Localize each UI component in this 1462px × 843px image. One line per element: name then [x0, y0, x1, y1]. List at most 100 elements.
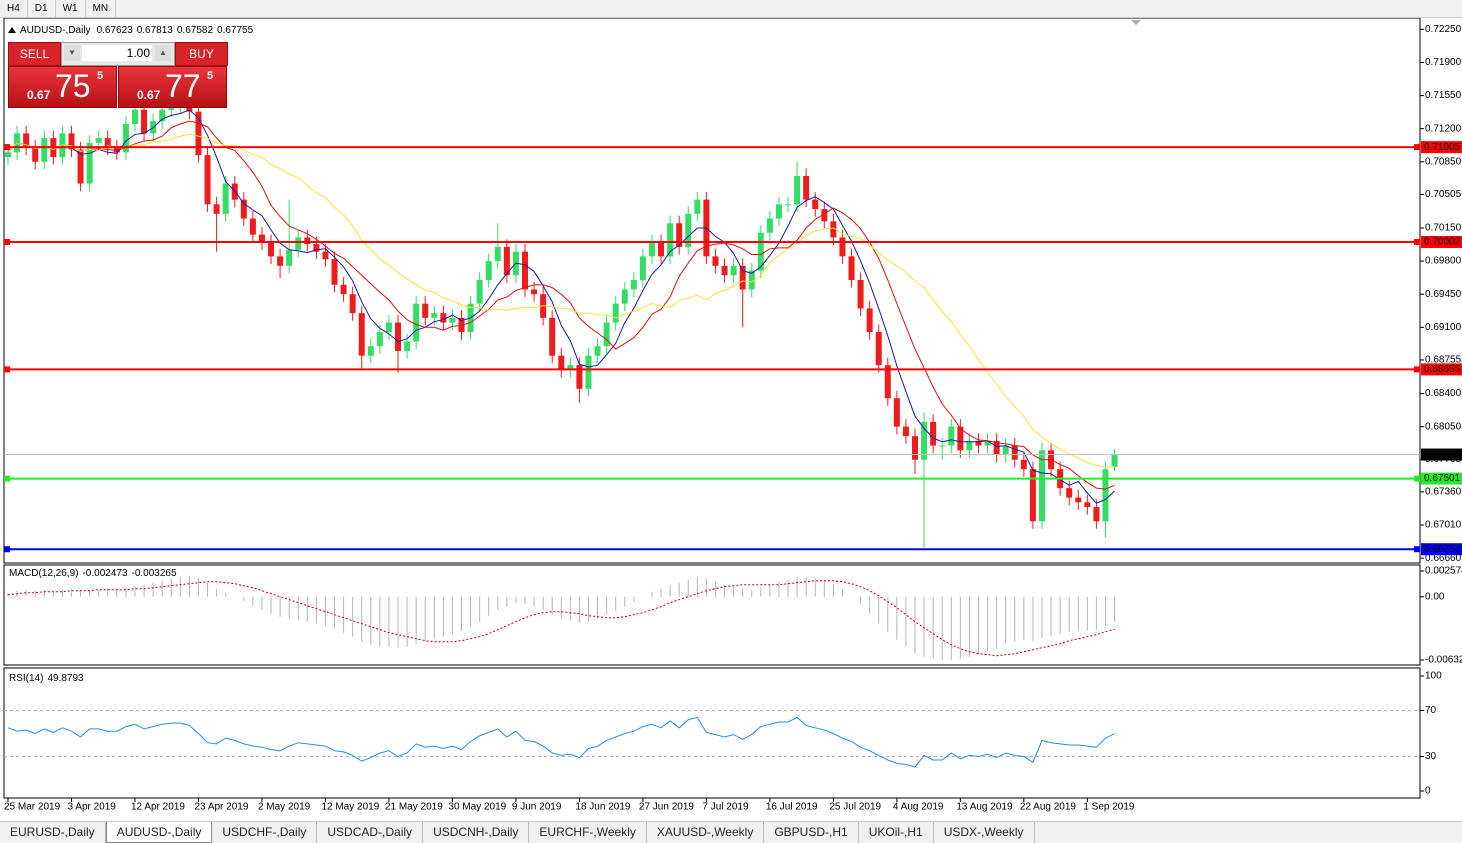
level-label-box — [1421, 141, 1462, 154]
candle-body — [23, 133, 30, 148]
chart-tabs: EURUSD-,Daily AUDUSD-,Daily USDCHF-,Daily U… — [0, 821, 1462, 843]
level-label: 0.71005 — [1424, 142, 1461, 153]
y-tick-label: 0.002574 — [1425, 566, 1462, 577]
y-tick-label: 0.69800 — [1425, 256, 1462, 267]
level-handle — [1414, 546, 1420, 553]
candle-body — [621, 289, 628, 304]
candle-body — [1093, 507, 1100, 522]
candle-body — [286, 249, 293, 266]
rsi-panel — [3, 667, 1421, 799]
candle-body — [503, 246, 510, 276]
x-tick-label: 16 Jul 2019 — [766, 802, 818, 813]
level-label-box — [1421, 543, 1462, 556]
collapse-icon[interactable] — [8, 27, 16, 33]
chart-tab[interactable]: USDCHF-,Daily — [212, 822, 318, 843]
candle-body — [893, 398, 900, 427]
macd-header: MACD(12,26,9) -0.002473 -0.003265 — [9, 568, 177, 579]
candle-body — [594, 346, 601, 356]
candle-body — [494, 246, 501, 262]
close: 0.67755 — [217, 25, 254, 36]
main-panel — [3, 17, 1421, 564]
candle-body — [77, 149, 84, 184]
volume-down[interactable]: ▼ — [64, 45, 80, 61]
moving-average — [7, 109, 1115, 504]
timeframe-button[interactable]: MN — [86, 0, 117, 17]
candle-body — [612, 303, 619, 323]
bid-price[interactable]: 0.67 75 5 — [8, 66, 117, 108]
chart-tab[interactable]: EURUSD-,Daily — [0, 822, 106, 843]
candle-body — [1002, 445, 1009, 456]
y-tick-label: -0.006326 — [1425, 655, 1462, 666]
sell-button[interactable]: SELL — [8, 42, 61, 66]
candle-body — [739, 265, 746, 290]
candle-body — [748, 270, 755, 290]
x-tick-label: 7 Jul 2019 — [702, 802, 749, 813]
moving-average — [7, 120, 1115, 490]
chart-tab[interactable]: USDCNH-,Daily — [423, 822, 530, 843]
candle-body — [313, 244, 320, 252]
x-tick-label: 2 May 2019 — [258, 802, 311, 813]
timeframe-button[interactable]: W1 — [56, 0, 86, 17]
candle-body — [367, 346, 374, 356]
candle-body — [413, 303, 420, 342]
y-tick-label: 0.71550 — [1425, 90, 1462, 101]
symbol: AUDUSD-,Daily — [20, 25, 91, 36]
chart-tab[interactable]: GBPUSD-,H1 — [764, 822, 859, 843]
candle-body — [376, 332, 383, 347]
candle-body — [440, 313, 447, 323]
candle-body — [794, 175, 801, 205]
chart-tab[interactable]: XAUUSD-,Weekly — [647, 822, 765, 843]
chart-tab[interactable]: USDX-,Weekly — [934, 822, 1035, 843]
timeframe-button[interactable]: D1 — [28, 0, 56, 17]
symbol-header: AUDUSD-,Daily 0.67623 0.67813 0.67582 0.6775… — [20, 25, 254, 36]
candle-body — [812, 199, 819, 210]
candle-body — [948, 426, 955, 446]
timeframe-button[interactable]: H4 — [0, 0, 28, 17]
candle-body — [730, 265, 737, 276]
candle-body — [803, 175, 810, 200]
y-tick-label: 0.70150 — [1425, 223, 1462, 234]
x-tick-label: 30 May 2019 — [448, 802, 506, 813]
level-label-box — [1421, 235, 1462, 248]
y-tick-label: 0.71900 — [1425, 57, 1462, 68]
candle-body — [939, 445, 946, 447]
chart-tab[interactable]: EURCHF-,Weekly — [529, 822, 647, 843]
y-tick-label: 0.67360 — [1425, 487, 1462, 498]
bid-big: 75 — [55, 68, 91, 104]
chart-tab[interactable]: AUDUSD-,Daily — [105, 822, 213, 843]
candle-body — [422, 303, 429, 318]
volume-input[interactable]: 1.00 — [82, 45, 152, 61]
ask-price[interactable]: 0.67 77 5 — [118, 66, 227, 108]
signal-value: -0.003265 — [132, 568, 177, 579]
macd-title: MACD(12,26,9) — [9, 568, 78, 579]
candle-body — [349, 294, 356, 314]
ask-big: 77 — [165, 68, 201, 104]
y-tick-label: 70 — [1425, 705, 1437, 716]
chart-tab[interactable]: USDCAD-,Daily — [317, 822, 424, 843]
volume-up[interactable]: ▲ — [155, 45, 171, 61]
ask-prefix: 0.67 — [137, 88, 161, 102]
buy-button[interactable]: BUY — [175, 42, 228, 66]
ask-pip: 5 — [207, 70, 214, 82]
candle-body — [222, 183, 229, 214]
level-handle — [4, 238, 10, 245]
x-tick-label: 25 Jul 2019 — [829, 802, 881, 813]
candle-body — [331, 259, 338, 285]
candle-body — [268, 242, 275, 257]
candle-body — [775, 204, 782, 219]
y-tick-label: 0.66660 — [1425, 553, 1462, 564]
candle-body — [1011, 445, 1018, 460]
x-tick-label: 13 Aug 2019 — [956, 802, 1013, 813]
candle-body — [984, 440, 991, 446]
x-tick-label: 23 Apr 2019 — [194, 802, 248, 813]
candle-body — [648, 242, 655, 257]
candle-body — [1075, 497, 1082, 503]
x-tick-label: 12 Apr 2019 — [131, 802, 185, 813]
candle-body — [785, 204, 792, 206]
chart-tab[interactable]: UKOil-,H1 — [859, 822, 934, 843]
level-label: 0.68655 — [1424, 364, 1461, 375]
candle-body — [485, 261, 492, 281]
candle-body — [658, 242, 665, 257]
candle-body — [721, 265, 728, 276]
rsi-line — [7, 716, 1115, 768]
